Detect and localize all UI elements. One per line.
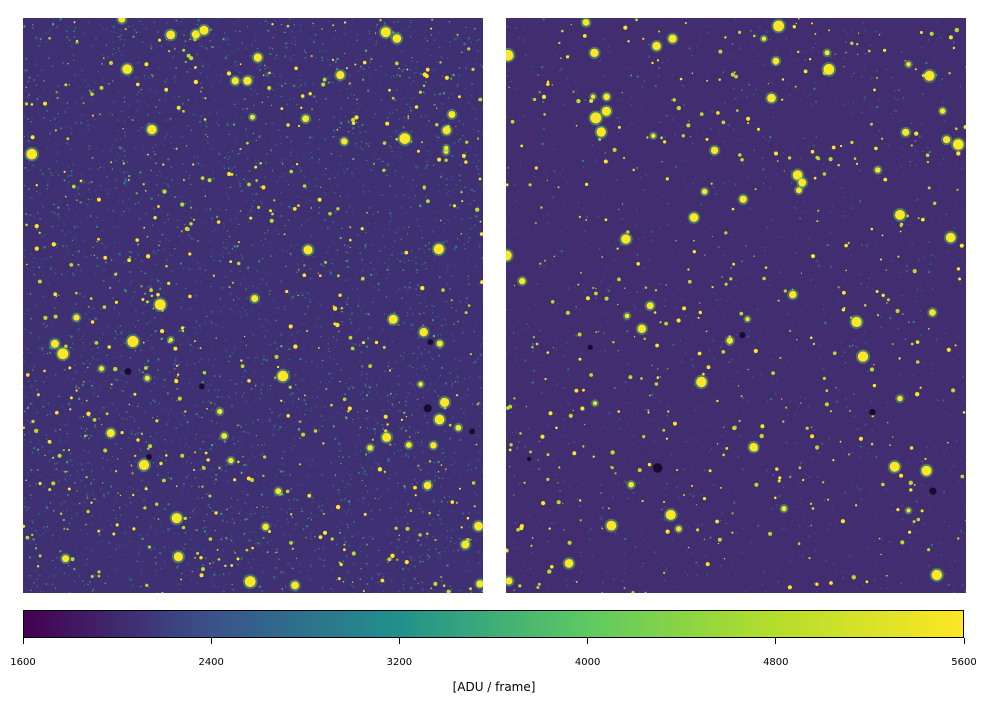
colorbar-tick-mark <box>210 638 212 644</box>
colorbar-tick-mark <box>775 638 777 644</box>
left-starfield-image <box>23 18 483 593</box>
right-starfield-image <box>506 18 966 593</box>
colorbar-tick-label: 3200 <box>386 657 413 668</box>
colorbar-tick-mark <box>587 638 589 644</box>
colorbar-tick-mark <box>398 638 400 644</box>
colorbar-label: [ADU / frame] <box>452 680 536 694</box>
colorbar-tick-label: 5600 <box>951 657 977 668</box>
starfield-svg <box>23 18 483 593</box>
colorbar-tick-mark <box>22 638 24 644</box>
colorbar <box>23 610 964 638</box>
colorbar-tick-label: 4000 <box>574 657 601 668</box>
colorbar-tick-label: 1600 <box>10 657 36 668</box>
starfield-svg <box>506 18 966 593</box>
colorbar-tick-label: 2400 <box>198 657 224 668</box>
colorbar-tick-label: 4800 <box>763 657 789 668</box>
colorbar-tick-mark <box>963 638 965 644</box>
